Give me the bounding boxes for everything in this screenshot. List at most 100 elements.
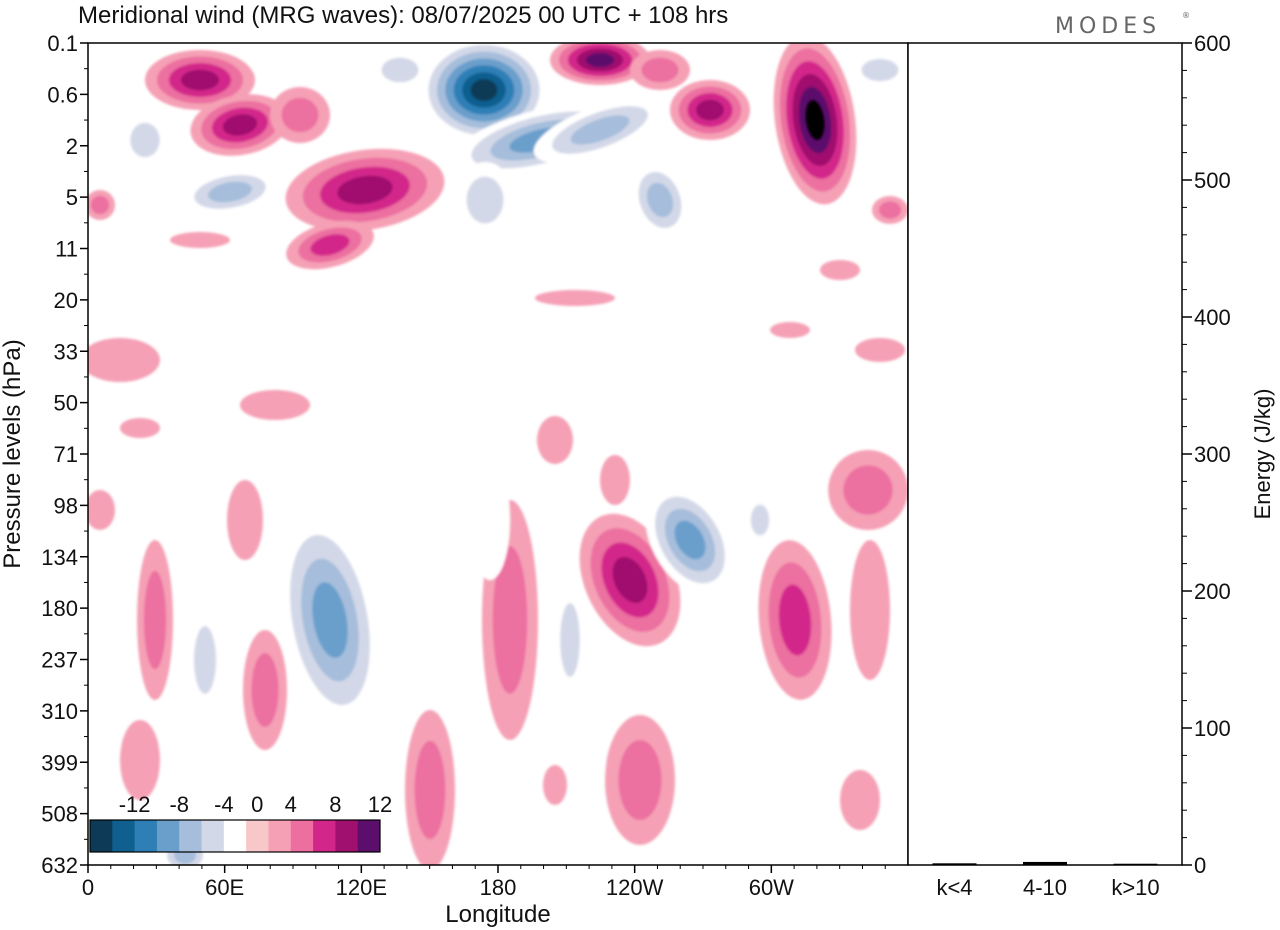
y-tick-label: 98	[54, 493, 78, 518]
colorbar-frame	[89, 819, 381, 853]
y-tick-label: 33	[54, 339, 78, 364]
colorbar-swatch	[90, 820, 113, 852]
colorbar-swatch	[134, 820, 158, 852]
contour-fills	[88, 43, 908, 865]
contour-fill	[251, 653, 279, 727]
colorbar-label: -12	[119, 792, 151, 817]
contour-fill	[120, 720, 160, 800]
contour-fill	[337, 175, 393, 205]
colorbar-swatch	[223, 820, 247, 852]
x-tick-label: 120W	[606, 875, 664, 900]
y-tick-label: 50	[54, 391, 78, 416]
energy-bars: k<4 4-10 k>10	[932, 861, 1160, 900]
colorbar-swatch	[357, 820, 381, 852]
contour-fill	[696, 99, 724, 121]
contour-fill	[768, 750, 812, 830]
contour-fill	[646, 182, 674, 218]
y-tick-label: 0.1	[47, 31, 78, 56]
colorbar-swatch	[335, 820, 359, 852]
y-tick-label: 71	[54, 442, 78, 467]
y-tick-label: 134	[41, 545, 78, 570]
colorbar-swatch	[290, 820, 314, 852]
contour-fill	[483, 740, 527, 860]
contour-fill	[378, 660, 402, 740]
contour-plot	[87, 42, 909, 866]
contour-fill	[222, 114, 258, 136]
contour-fill	[193, 626, 217, 694]
contour-fill	[492, 546, 528, 694]
colorbar-label: 8	[329, 792, 341, 817]
contour-fill	[88, 640, 115, 760]
contour-fill	[674, 520, 706, 560]
energy-tick-label: 200	[1194, 579, 1231, 604]
energy-bar	[932, 863, 977, 865]
contour-fill	[208, 181, 252, 203]
energy-frame	[907, 42, 1183, 866]
contour-fill	[543, 765, 567, 805]
energy-bar	[1113, 863, 1158, 866]
energy-tick-label: 600	[1194, 31, 1231, 56]
colorbar-swatch	[268, 820, 292, 852]
contour-fill	[695, 388, 775, 408]
contour-fill	[585, 52, 615, 68]
y-tick-label: 508	[41, 802, 78, 827]
contour-fill	[770, 322, 810, 338]
energy-tick-label: 400	[1194, 305, 1231, 330]
energy-category-label: k>10	[1111, 875, 1159, 900]
energy-axis-label: Energy (J/kg)	[1250, 389, 1275, 520]
contour-fill	[850, 540, 890, 680]
y-tick-label: 632	[41, 853, 78, 878]
contour-fill	[414, 740, 446, 840]
pressure-axis: 0.1 0.6 2 5 11 20 33 50 71 98 134 180 237 310 399 508 63…	[41, 31, 88, 878]
y-axis-label: Pressure levels (hPa)	[0, 339, 26, 568]
contour-fill	[173, 490, 227, 610]
energy-tick-label: 300	[1194, 442, 1231, 467]
contour-fill	[537, 416, 573, 464]
contour-fill	[165, 403, 225, 433]
contour-fill	[861, 58, 899, 82]
x-tick-label: 120E	[336, 875, 387, 900]
colorbar-swatch	[112, 820, 136, 852]
colorbar-label: 0	[251, 792, 263, 817]
colorbar-swatch	[156, 820, 180, 852]
contour-fill	[660, 344, 720, 360]
contour-fill	[855, 338, 905, 362]
contour-fill	[560, 603, 580, 677]
energy-tick-label: 0	[1194, 853, 1206, 878]
contour-fill	[890, 620, 908, 700]
contour-fill	[381, 57, 419, 83]
y-tick-label: 237	[41, 648, 78, 673]
contour-fill	[820, 260, 860, 280]
contour-fill	[227, 480, 263, 560]
y-tick-label: 5	[66, 185, 78, 210]
energy-tick-label: 100	[1194, 716, 1231, 741]
contour-fill	[110, 260, 230, 280]
contour-fill	[312, 582, 348, 658]
colorbar-legend: -12 -8 -4 0 4 8 12	[89, 792, 392, 853]
x-tick-label: 60W	[749, 875, 794, 900]
contour-fill	[782, 450, 838, 510]
colorbar-swatch	[246, 820, 269, 852]
longitude-axis: 0 60E 120E 180 120W 60W	[82, 865, 886, 900]
contour-fill	[470, 460, 510, 580]
x-tick-label: 60E	[205, 875, 244, 900]
colorbar-label: 4	[285, 792, 297, 817]
energy-axis: 0 100 200 300 400 500 600	[1182, 31, 1231, 878]
x-tick-label: 0	[82, 875, 94, 900]
y-tick-label: 399	[41, 750, 78, 775]
contour-fill	[680, 645, 720, 735]
contour-fill	[641, 57, 679, 83]
contour-fill	[618, 740, 662, 820]
colorbar-swatch	[201, 820, 225, 852]
contour-fill	[535, 290, 615, 306]
contour-fill	[88, 490, 115, 530]
contour-fill	[750, 504, 770, 536]
y-tick-label: 310	[41, 699, 78, 724]
contour-fill	[570, 115, 630, 145]
contour-fill	[240, 390, 310, 420]
energy-bar	[1023, 861, 1067, 865]
contour-fill	[180, 69, 220, 91]
contour-fill	[120, 418, 160, 438]
brand-mark: ®	[1182, 11, 1195, 20]
contour-fill	[778, 584, 812, 656]
